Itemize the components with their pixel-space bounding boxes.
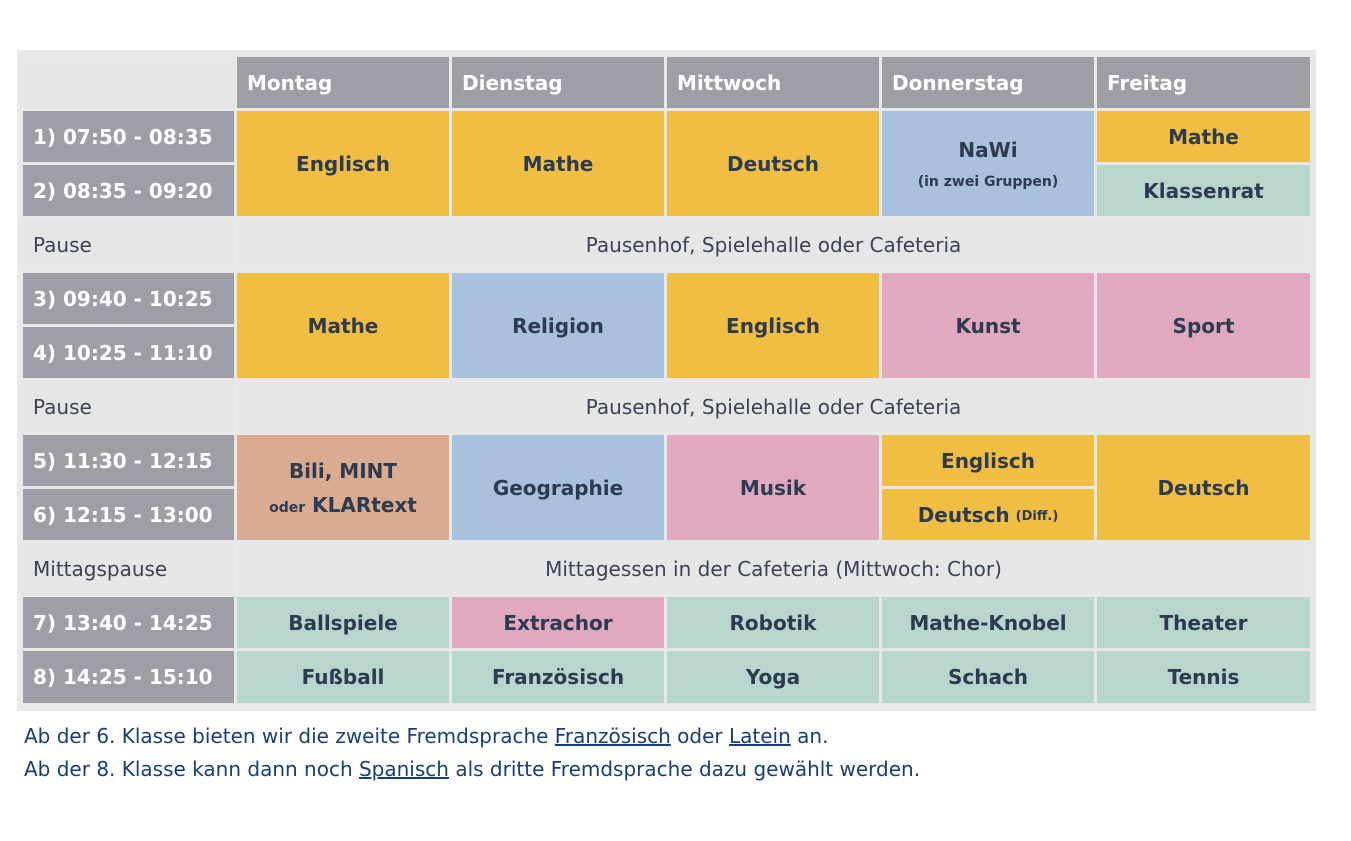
lesson-oder: oder bbox=[269, 499, 306, 516]
lesson-dienstag-5-6: Geographie bbox=[452, 435, 664, 540]
lesson-donnerstag-8: Schach bbox=[882, 651, 1094, 703]
time-slot-8: 8) 14:25 - 15:10 bbox=[23, 651, 234, 703]
lesson-title: Deutsch bbox=[917, 502, 1010, 527]
lesson-title: NaWi bbox=[958, 137, 1018, 162]
lesson-donnerstag-1-2: NaWi (in zwei Gruppen) bbox=[882, 111, 1094, 216]
lesson-mittwoch-3-4: Englisch bbox=[667, 273, 879, 378]
corner-cell bbox=[23, 57, 234, 108]
lesson-freitag-2: Klassenrat bbox=[1097, 165, 1310, 216]
time-slot-7: 7) 13:40 - 14:25 bbox=[23, 597, 234, 648]
header-montag: Montag bbox=[237, 57, 449, 108]
link-franzoesisch[interactable]: Französisch bbox=[554, 724, 671, 748]
break-label-2: Pause bbox=[23, 381, 234, 432]
language-notes: Ab der 6. Klasse bieten wir die zweite F… bbox=[24, 720, 920, 786]
lesson-dienstag-7: Extrachor bbox=[452, 597, 664, 648]
notes-text: an. bbox=[790, 724, 829, 748]
notes-text: Ab der 6. Klasse bieten wir die zweite F… bbox=[24, 724, 555, 748]
lesson-title-2: KLARtext bbox=[312, 492, 417, 517]
lesson-montag-8: Fußball bbox=[237, 651, 449, 703]
lesson-dienstag-8: Französisch bbox=[452, 651, 664, 703]
header-mittwoch: Mittwoch bbox=[667, 57, 879, 108]
lesson-dienstag-1-2: Mathe bbox=[452, 111, 664, 216]
lesson-donnerstag-3-4: Kunst bbox=[882, 273, 1094, 378]
break-label-1: Pause bbox=[23, 219, 234, 270]
break-text-2: Pausenhof, Spielehalle oder Cafeteria bbox=[237, 381, 1310, 432]
time-slot-6: 6) 12:15 - 13:00 bbox=[23, 489, 234, 540]
notes-line-1: Ab der 6. Klasse bieten wir die zweite F… bbox=[24, 720, 920, 753]
lesson-dienstag-3-4: Religion bbox=[452, 273, 664, 378]
lesson-freitag-8: Tennis bbox=[1097, 651, 1310, 703]
lesson-mittwoch-7: Robotik bbox=[667, 597, 879, 648]
lesson-donnerstag-5: Englisch bbox=[882, 435, 1094, 486]
break-text-3: Mittagessen in der Cafeteria (Mittwoch: … bbox=[237, 543, 1310, 594]
lesson-subtitle: oder KLARtext bbox=[269, 493, 417, 517]
header-dienstag: Dienstag bbox=[452, 57, 664, 108]
lesson-note: (Diff.) bbox=[1015, 509, 1059, 524]
lesson-title: Bili, MINT bbox=[288, 458, 398, 483]
link-latein[interactable]: Latein bbox=[729, 724, 791, 748]
time-slot-4: 4) 10:25 - 11:10 bbox=[23, 327, 234, 378]
lesson-donnerstag-7: Mathe-Knobel bbox=[882, 597, 1094, 648]
lesson-freitag-5-6: Deutsch bbox=[1097, 435, 1310, 540]
notes-text: oder bbox=[670, 724, 729, 748]
lesson-mittwoch-5-6: Musik bbox=[667, 435, 879, 540]
lesson-mittwoch-1-2: Deutsch bbox=[667, 111, 879, 216]
lesson-freitag-3-4: Sport bbox=[1097, 273, 1310, 378]
lesson-montag-5-6: Bili, MINT oder KLARtext bbox=[237, 435, 449, 540]
break-label-3: Mittagspause bbox=[23, 543, 234, 594]
time-slot-2: 2) 08:35 - 09:20 bbox=[23, 165, 234, 216]
lesson-mittwoch-8: Yoga bbox=[667, 651, 879, 703]
lesson-freitag-1: Mathe bbox=[1097, 111, 1310, 162]
break-text-1: Pausenhof, Spielehalle oder Cafeteria bbox=[237, 219, 1310, 270]
notes-line-2: Ab der 8. Klasse kann dann noch Spanisch… bbox=[24, 753, 920, 786]
time-slot-3: 3) 09:40 - 10:25 bbox=[23, 273, 234, 324]
link-spanisch[interactable]: Spanisch bbox=[358, 757, 449, 781]
notes-text: Ab der 8. Klasse kann dann noch bbox=[24, 757, 359, 781]
lesson-donnerstag-6: Deutsch (Diff.) bbox=[882, 489, 1094, 540]
time-slot-1: 1) 07:50 - 08:35 bbox=[23, 111, 234, 162]
header-freitag: Freitag bbox=[1097, 57, 1310, 108]
lesson-note: (in zwei Gruppen) bbox=[917, 173, 1059, 190]
lesson-montag-3-4: Mathe bbox=[237, 273, 449, 378]
time-slot-5: 5) 11:30 - 12:15 bbox=[23, 435, 234, 486]
header-donnerstag: Donnerstag bbox=[882, 57, 1094, 108]
lesson-montag-7: Ballspiele bbox=[237, 597, 449, 648]
lesson-freitag-7: Theater bbox=[1097, 597, 1310, 648]
lesson-montag-1-2: Englisch bbox=[237, 111, 449, 216]
notes-text: als dritte Fremdsprache dazu gewählt wer… bbox=[448, 757, 921, 781]
